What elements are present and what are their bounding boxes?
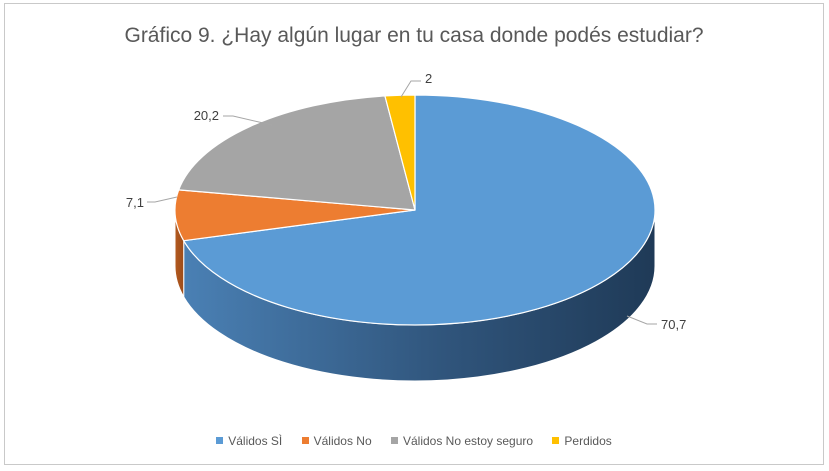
legend-item-validos-si: Válidos SÌ: [216, 434, 282, 448]
legend-label: Perdidos: [564, 434, 612, 448]
legend-swatch-perdidos: [552, 437, 560, 444]
leader-line-validos-no-estoy-seguro: [223, 115, 273, 126]
data-label-validos-no-estoy-seguro: 20,2: [194, 108, 219, 123]
data-label-validos-no: 7,1: [126, 195, 144, 210]
pie-slice-validos-no: [174, 189, 416, 242]
leader-line-perdidos: [400, 80, 421, 98]
pie-slice-validos-si: [183, 94, 656, 326]
chart-title: Gráfico 9. ¿Hay algún lugar en tu casa d…: [124, 24, 704, 47]
pie-slice-validos-no-estoy-seguro: [178, 95, 416, 211]
chart-frame: Gráfico 9. ¿Hay algún lugar en tu casa d…: [4, 3, 824, 465]
legend-item-validos-no-estoy-seguro: Válidos No estoy seguro: [390, 434, 534, 448]
legend-label: Válidos SÌ: [228, 434, 283, 448]
leader-line-validos-si: [626, 315, 657, 325]
legend-label: Válidos No estoy seguro: [402, 434, 534, 448]
legend-swatch-validos-no: [301, 437, 309, 444]
legend-swatch-validos-no-estoy-seguro: [390, 437, 398, 444]
legend-swatch-validos-si: [216, 437, 224, 444]
pie-slice-perdidos: [384, 94, 416, 211]
leader-line-validos-no: [147, 196, 178, 203]
data-label-perdidos: 2: [425, 71, 432, 86]
data-label-validos-si: 70,7: [661, 317, 686, 332]
legend-item-perdidos: Perdidos: [552, 434, 612, 448]
legend-item-validos-no: Válidos No: [301, 434, 372, 448]
legend: Válidos SÌ Válidos No Válidos No estoy s…: [5, 434, 823, 448]
legend-label: Válidos No: [313, 434, 372, 448]
pie-chart: 70,7 7,1 20,2 2: [126, 71, 686, 382]
